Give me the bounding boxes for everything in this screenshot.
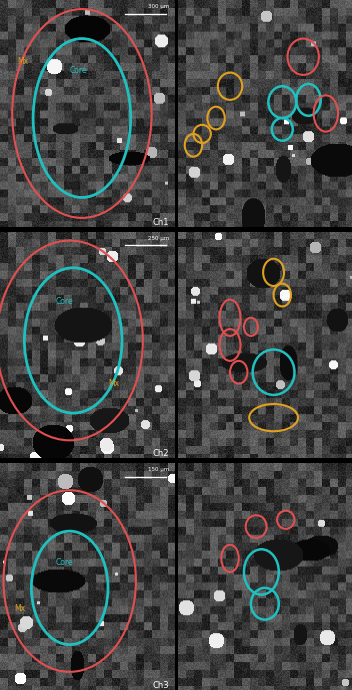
Text: Mx: Mx [108, 379, 119, 388]
Text: Core: Core [70, 66, 87, 75]
Text: Ch3: Ch3 [152, 681, 169, 690]
Text: 150 μm: 150 μm [148, 467, 169, 472]
Text: Mx: Mx [18, 57, 29, 66]
Text: Core: Core [56, 558, 73, 567]
Text: 300 μm: 300 μm [148, 4, 169, 9]
Text: Mx: Mx [14, 604, 25, 613]
Text: Ch1: Ch1 [152, 218, 169, 227]
Text: Core: Core [56, 297, 73, 306]
Text: Ch2: Ch2 [152, 449, 169, 458]
Text: 250 μm: 250 μm [148, 235, 169, 241]
